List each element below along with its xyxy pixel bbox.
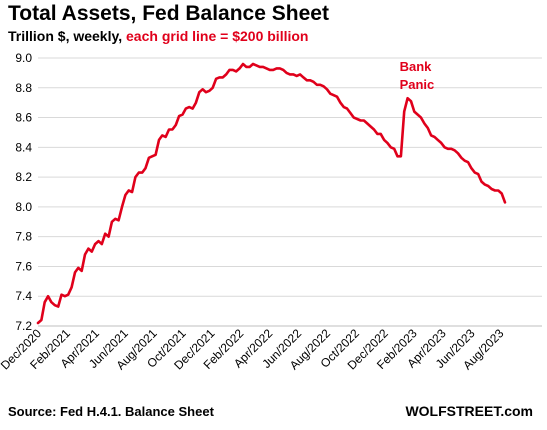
y-tick-label: 7.8 bbox=[15, 230, 32, 244]
brand-logo-text: WOLFSTREET.com bbox=[405, 403, 533, 419]
series-layer bbox=[36, 62, 507, 325]
bank-panic-annotation: Panic bbox=[400, 77, 435, 92]
y-tick-label: 8.8 bbox=[15, 81, 32, 95]
chart-subtitle: Trillion $, weekly, each grid line = $20… bbox=[8, 28, 308, 44]
annotation-layer: Bank Panic bbox=[400, 59, 435, 92]
y-tick-label: 8.2 bbox=[15, 170, 32, 184]
y-tick-label: 7.2 bbox=[15, 319, 32, 333]
y-tick-label: 7.4 bbox=[15, 289, 32, 303]
y-axis: 7.2 7.4 7.6 7.8 8.0 8.2 8.4 8.6 8.8 9.0 bbox=[15, 51, 32, 333]
subtitle-grid-note: each grid line = $200 billion bbox=[126, 28, 309, 44]
y-tick-label: 9.0 bbox=[15, 51, 32, 65]
y-tick-label: 8.4 bbox=[15, 140, 32, 154]
total-assets-line bbox=[36, 62, 507, 325]
chart-title: Total Assets, Fed Balance Sheet bbox=[8, 2, 329, 25]
subtitle-units: Trillion $, weekly, bbox=[8, 28, 127, 44]
source-note: Source: Fed H.4.1. Balance Sheet bbox=[8, 404, 214, 419]
y-tick-label: 7.6 bbox=[15, 259, 32, 273]
bank-panic-annotation: Bank bbox=[400, 59, 433, 74]
y-tick-label: 8.6 bbox=[15, 111, 32, 125]
x-axis: Dec/2020Feb/2021Apr/2021Jun/2021Aug/2021… bbox=[0, 325, 542, 372]
grid-lines bbox=[38, 57, 542, 327]
y-tick-label: 8.0 bbox=[15, 200, 32, 214]
